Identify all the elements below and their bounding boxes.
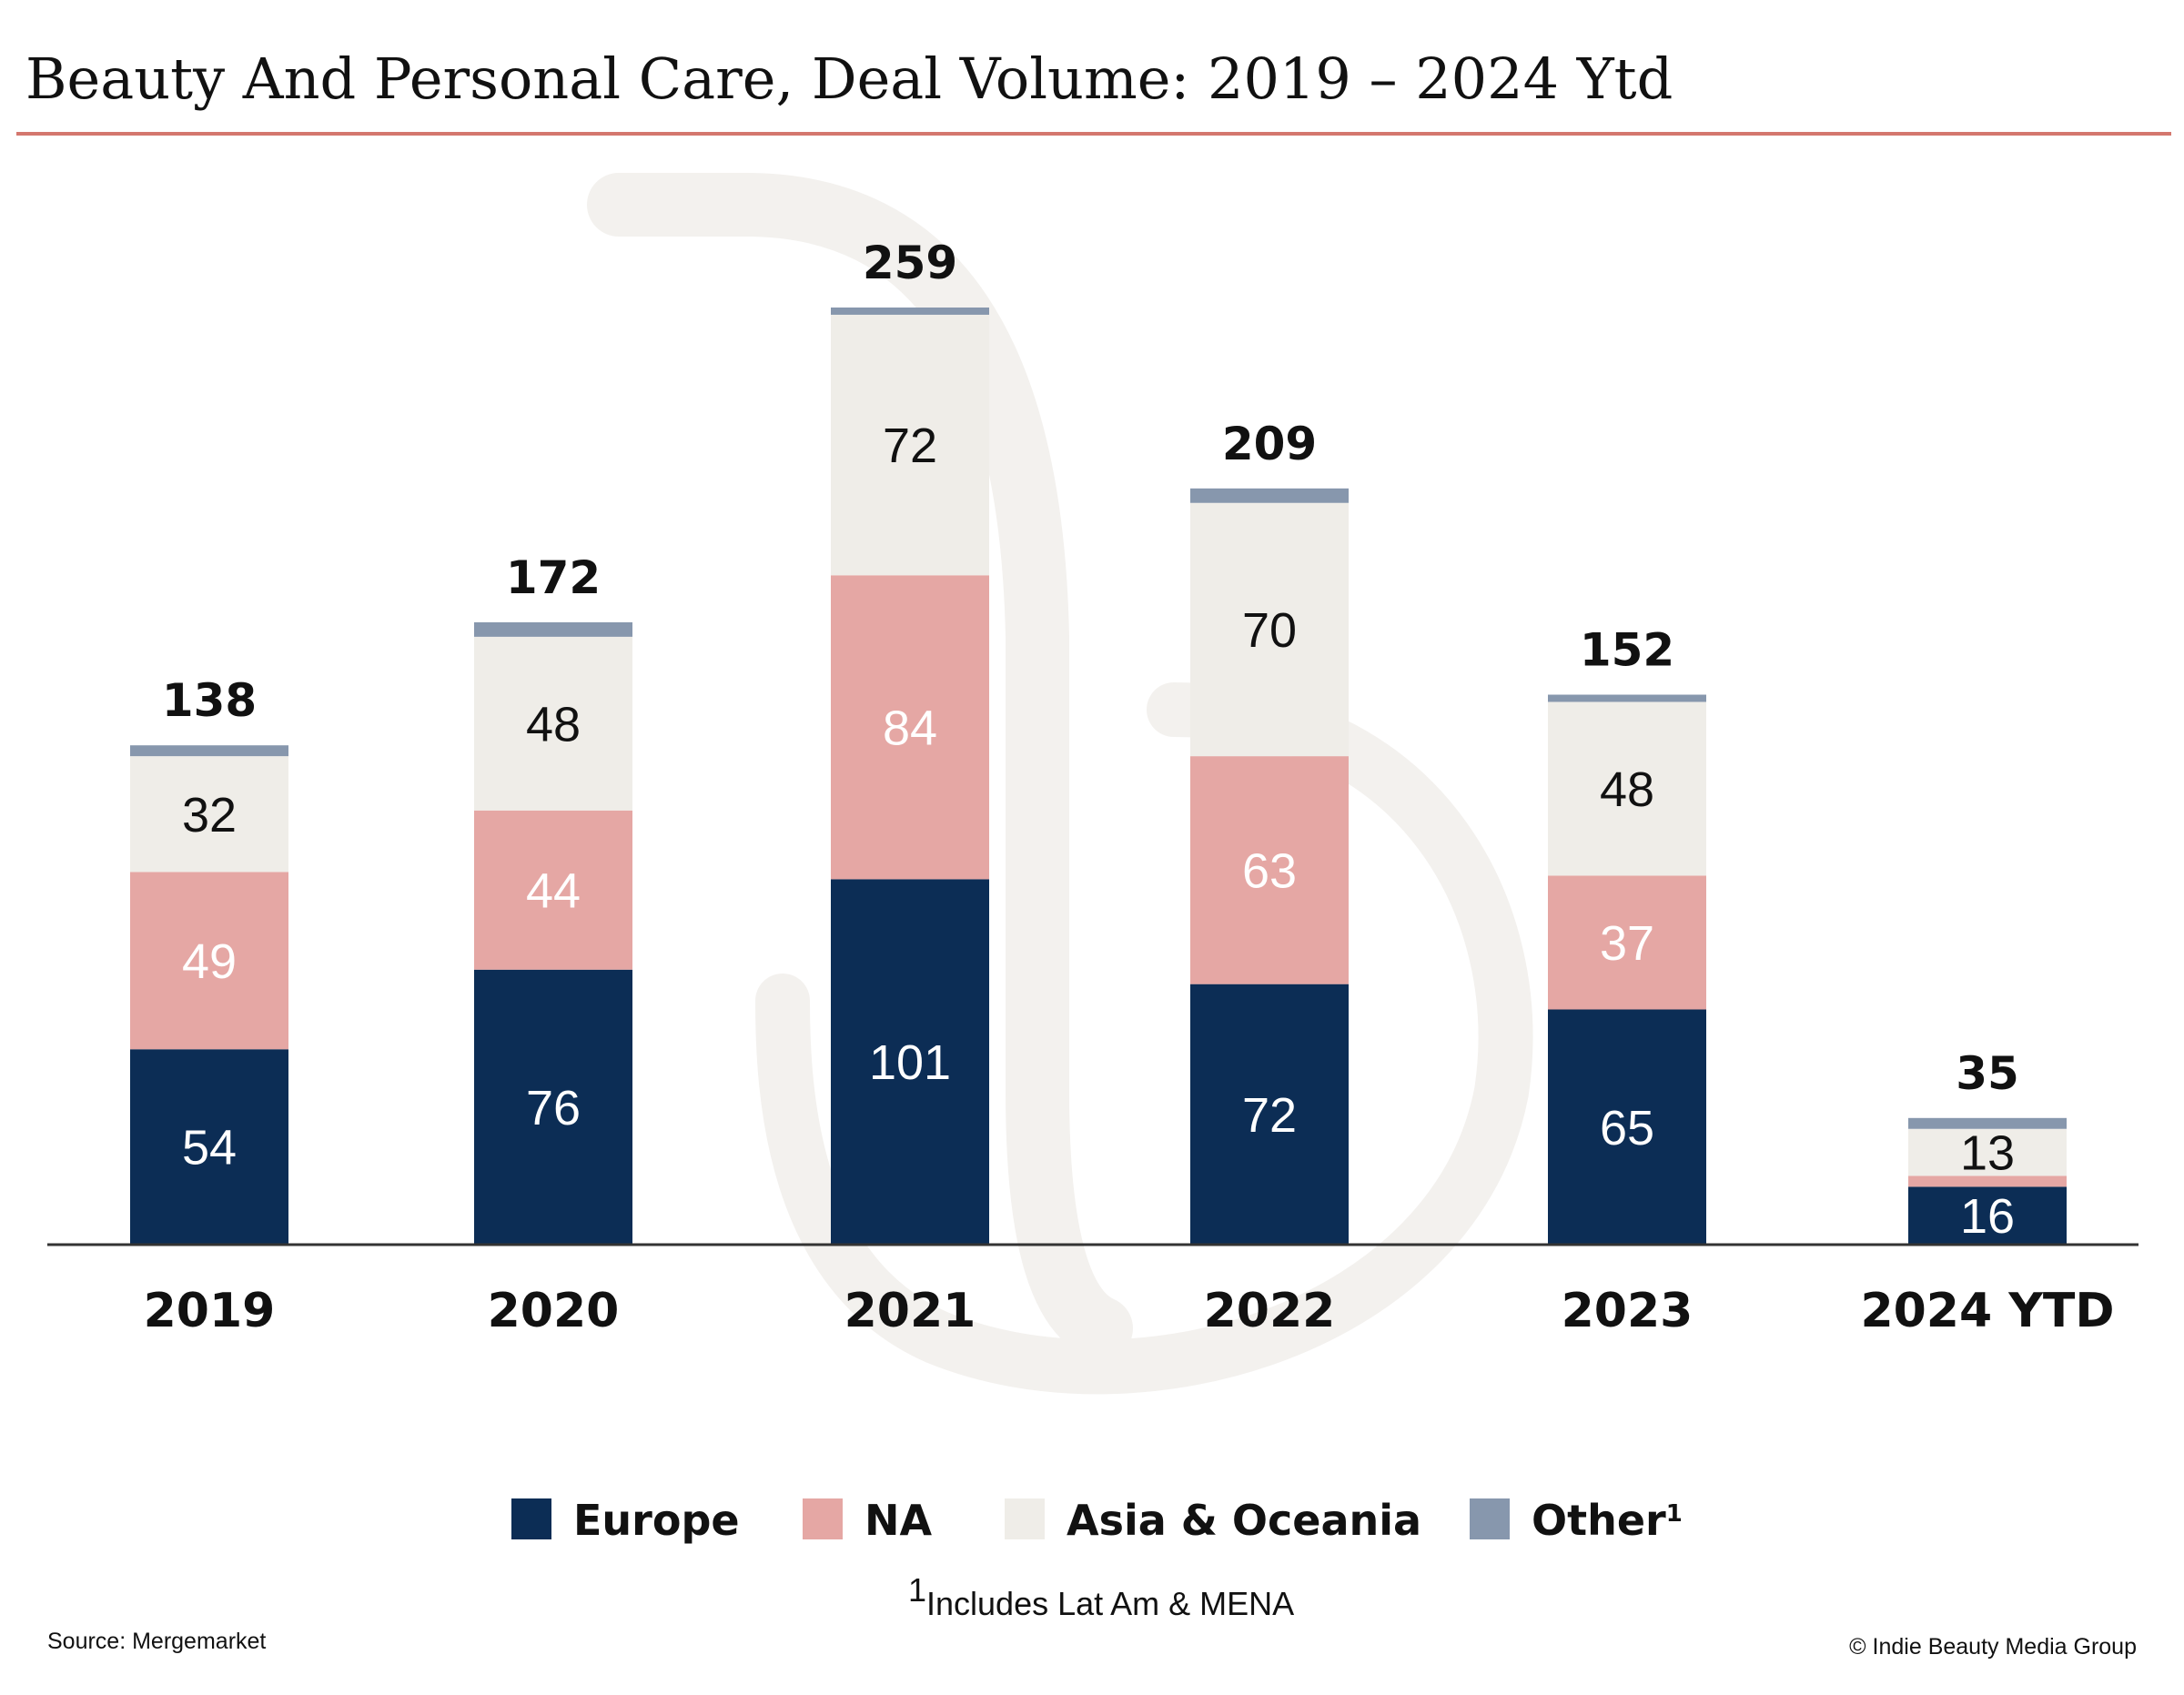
bar-segment-other [1908, 1117, 2067, 1129]
segment-value-label: 72 [883, 419, 937, 473]
bar-segment-na [1190, 756, 1349, 984]
segment-value-label: 13 [1960, 1126, 2015, 1181]
x-tick-label: 2020 [488, 1284, 620, 1338]
x-tick-label: 2024 YTD [1860, 1284, 2114, 1338]
watermark-stroke-d [587, 173, 1133, 1360]
total-label: 35 [1956, 1047, 2019, 1100]
bar-segment-europe [1190, 984, 1349, 1245]
credit-note: © Indie Beauty Media Group [1849, 1634, 2137, 1660]
legend-item-europe: Europe [511, 1496, 740, 1545]
segment-value-label: 84 [883, 701, 937, 755]
total-label: 172 [506, 551, 601, 604]
bar-stack-2024-ytd: 16 13 35 [1908, 1047, 2067, 1245]
watermark-stroke-bowl [755, 682, 1533, 1395]
total-label: 152 [1580, 624, 1674, 677]
x-tick-label: 2019 [144, 1284, 276, 1338]
segment-value-label: 48 [1600, 762, 1654, 817]
legend-label: Asia & Oceania [1067, 1496, 1421, 1545]
source-note: Source: Mergemarket [47, 1629, 266, 1654]
bar-segment-other [1548, 694, 1706, 702]
bar-stack-2023: 65 37 48 152 [1548, 624, 1706, 1245]
legend: Europe NA Asia & Oceania Other1 [511, 1496, 1683, 1545]
bar-segment-other [831, 308, 989, 315]
legend-swatch [803, 1498, 843, 1539]
legend-superscript: 1 [1666, 1500, 1683, 1528]
legend-label: Other1 [1532, 1496, 1683, 1545]
bar-segment-asia-oceania [130, 756, 288, 873]
bar-segment-europe [1548, 1009, 1706, 1245]
legend-label: Europe [573, 1496, 740, 1545]
legend-item-asia-oceania: Asia & Oceania [1005, 1496, 1421, 1545]
bar-stack-2019: 54 49 32 138 [130, 674, 288, 1245]
legend-swatch [1470, 1498, 1510, 1539]
segment-value-label: 70 [1242, 603, 1297, 658]
x-tick-label: 2022 [1204, 1284, 1336, 1338]
bar-segment-na [831, 575, 989, 880]
bar-segment-na [1908, 1175, 2067, 1187]
segment-value-label: 101 [869, 1035, 951, 1090]
total-label: 209 [1222, 418, 1317, 470]
bars-layer: 54 49 32 138 76 44 48 172 101 84 72 259 72 63 70 209 65 3… [130, 237, 2067, 1245]
x-tick-label: 2023 [1562, 1284, 1694, 1338]
segment-value-label: 44 [526, 863, 581, 918]
footnote-text: Includes Lat Am & MENA [926, 1585, 1294, 1622]
legend-swatch [511, 1498, 551, 1539]
bar-segment-europe [474, 969, 632, 1245]
bar-segment-europe [1908, 1186, 2067, 1245]
bar-segment-na [474, 810, 632, 970]
legend-item-other: Other1 [1470, 1496, 1683, 1545]
segment-value-label: 16 [1960, 1189, 2015, 1244]
segment-value-label: 32 [182, 788, 237, 842]
segment-value-label: 54 [182, 1121, 237, 1175]
segment-value-label: 76 [526, 1081, 581, 1135]
legend-label: NA [864, 1496, 932, 1545]
legend-swatch [1005, 1498, 1045, 1539]
total-label: 138 [162, 674, 257, 727]
legend-item-na: NA [803, 1496, 932, 1545]
bar-segment-na [1548, 875, 1706, 1010]
bar-stack-2021: 101 84 72 259 [831, 237, 989, 1245]
bar-segment-asia-oceania [474, 636, 632, 811]
segment-value-label: 72 [1242, 1088, 1297, 1143]
total-label: 259 [863, 237, 957, 289]
bar-segment-asia-oceania [1908, 1128, 2067, 1176]
x-tick-labels: 2019 2020 2021 2022 2023 2024 YTD [144, 1284, 2115, 1338]
bar-segment-europe [831, 879, 989, 1245]
x-tick-label: 2021 [844, 1284, 976, 1338]
bar-stack-2020: 76 44 48 172 [474, 551, 632, 1245]
bar-segment-other [130, 745, 288, 757]
watermark-logo [587, 173, 1533, 1395]
bar-segment-europe [130, 1049, 288, 1245]
bar-stack-2022: 72 63 70 209 [1190, 418, 1349, 1245]
segment-value-label: 37 [1600, 916, 1654, 971]
bar-segment-asia-oceania [1190, 502, 1349, 757]
footnote-marker: 1 [908, 1571, 926, 1609]
segment-value-label: 48 [526, 697, 581, 752]
segment-value-label: 65 [1600, 1101, 1654, 1155]
chart-title: Beauty And Personal Care, Deal Volume: 2… [25, 45, 1673, 112]
bar-segment-other [1190, 488, 1349, 503]
bar-segment-asia-oceania [831, 314, 989, 576]
bar-segment-asia-oceania [1548, 701, 1706, 876]
bar-segment-other [474, 621, 632, 637]
segment-value-label: 49 [182, 934, 237, 989]
segment-value-label: 63 [1242, 843, 1297, 898]
bar-segment-na [130, 872, 288, 1050]
